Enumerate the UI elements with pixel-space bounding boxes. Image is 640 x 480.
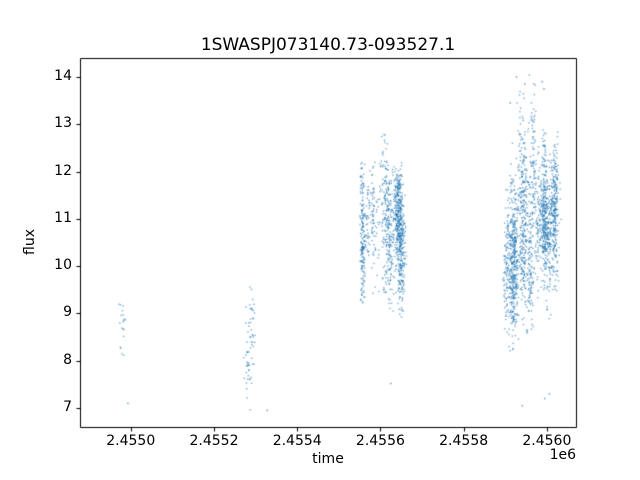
- chart-title: 1SWASPJ073140.73-093527.1: [200, 35, 456, 55]
- x-tick-label: 2.4552: [189, 433, 239, 449]
- y-tick-label: 13: [54, 115, 72, 132]
- y-tick-label: 12: [54, 162, 72, 179]
- x-tick-label: 2.4560: [522, 433, 572, 449]
- x-tick-label: 2.4556: [355, 433, 405, 449]
- x-axis-offset-text: 1e6: [549, 447, 576, 463]
- x-tick-label: 2.4554: [272, 433, 322, 449]
- y-tick-label: 7: [63, 399, 72, 416]
- y-tick-label: 10: [54, 257, 72, 274]
- y-tick-label: 11: [54, 209, 72, 226]
- y-tick-label: 14: [54, 67, 72, 84]
- x-tick-label: 2.4558: [439, 433, 489, 449]
- y-axis-label: flux: [22, 229, 38, 255]
- x-axis-label: time: [312, 451, 344, 467]
- y-tick-label: 8: [63, 351, 72, 368]
- y-tick-label: 9: [63, 304, 72, 321]
- x-tick-label: 2.4550: [106, 433, 156, 449]
